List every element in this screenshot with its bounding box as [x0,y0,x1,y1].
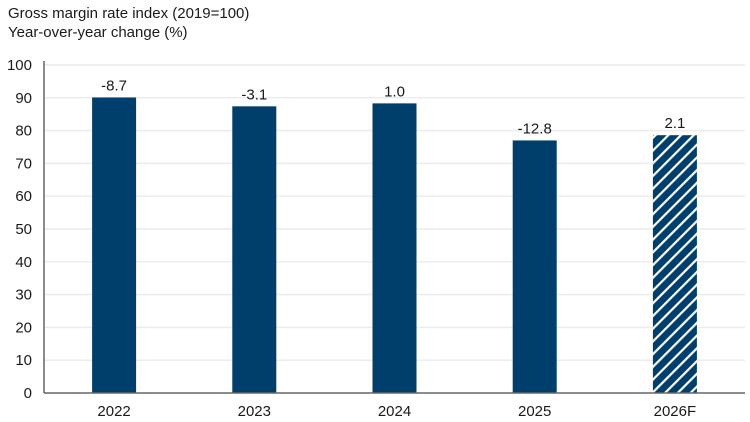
y-tick-label: 60 [15,188,32,205]
data-label: 1.0 [384,83,405,100]
y-tick-label: 100 [7,57,32,74]
chart-title: Gross margin rate index (2019=100) [8,5,250,22]
x-tick-label: 2026F [654,403,697,420]
data-label: -12.8 [518,120,552,137]
x-tick-label: 2025 [518,403,551,420]
y-tick-label: 90 [15,90,32,107]
y-tick-label: 0 [24,385,32,402]
x-tick-label: 2023 [238,403,271,420]
data-label: 2.1 [664,115,685,132]
y-tick-label: 50 [15,221,32,238]
bar [92,97,137,394]
y-tick-label: 10 [15,352,32,369]
y-tick-label: 70 [15,155,32,172]
y-tick-label: 30 [15,287,32,304]
bar [232,106,277,393]
y-tick-label: 40 [15,254,32,271]
bar-forecast [652,135,697,393]
bar [512,140,557,393]
x-tick-label: 2024 [378,403,411,420]
data-label: -8.7 [101,77,127,94]
y-tick-label: 80 [15,123,32,140]
x-tick-label: 2022 [97,403,130,420]
chart-subtitle: Year-over-year change (%) [8,24,188,41]
data-label: -3.1 [241,86,267,103]
y-tick-label: 20 [15,319,32,336]
bar [372,103,417,393]
